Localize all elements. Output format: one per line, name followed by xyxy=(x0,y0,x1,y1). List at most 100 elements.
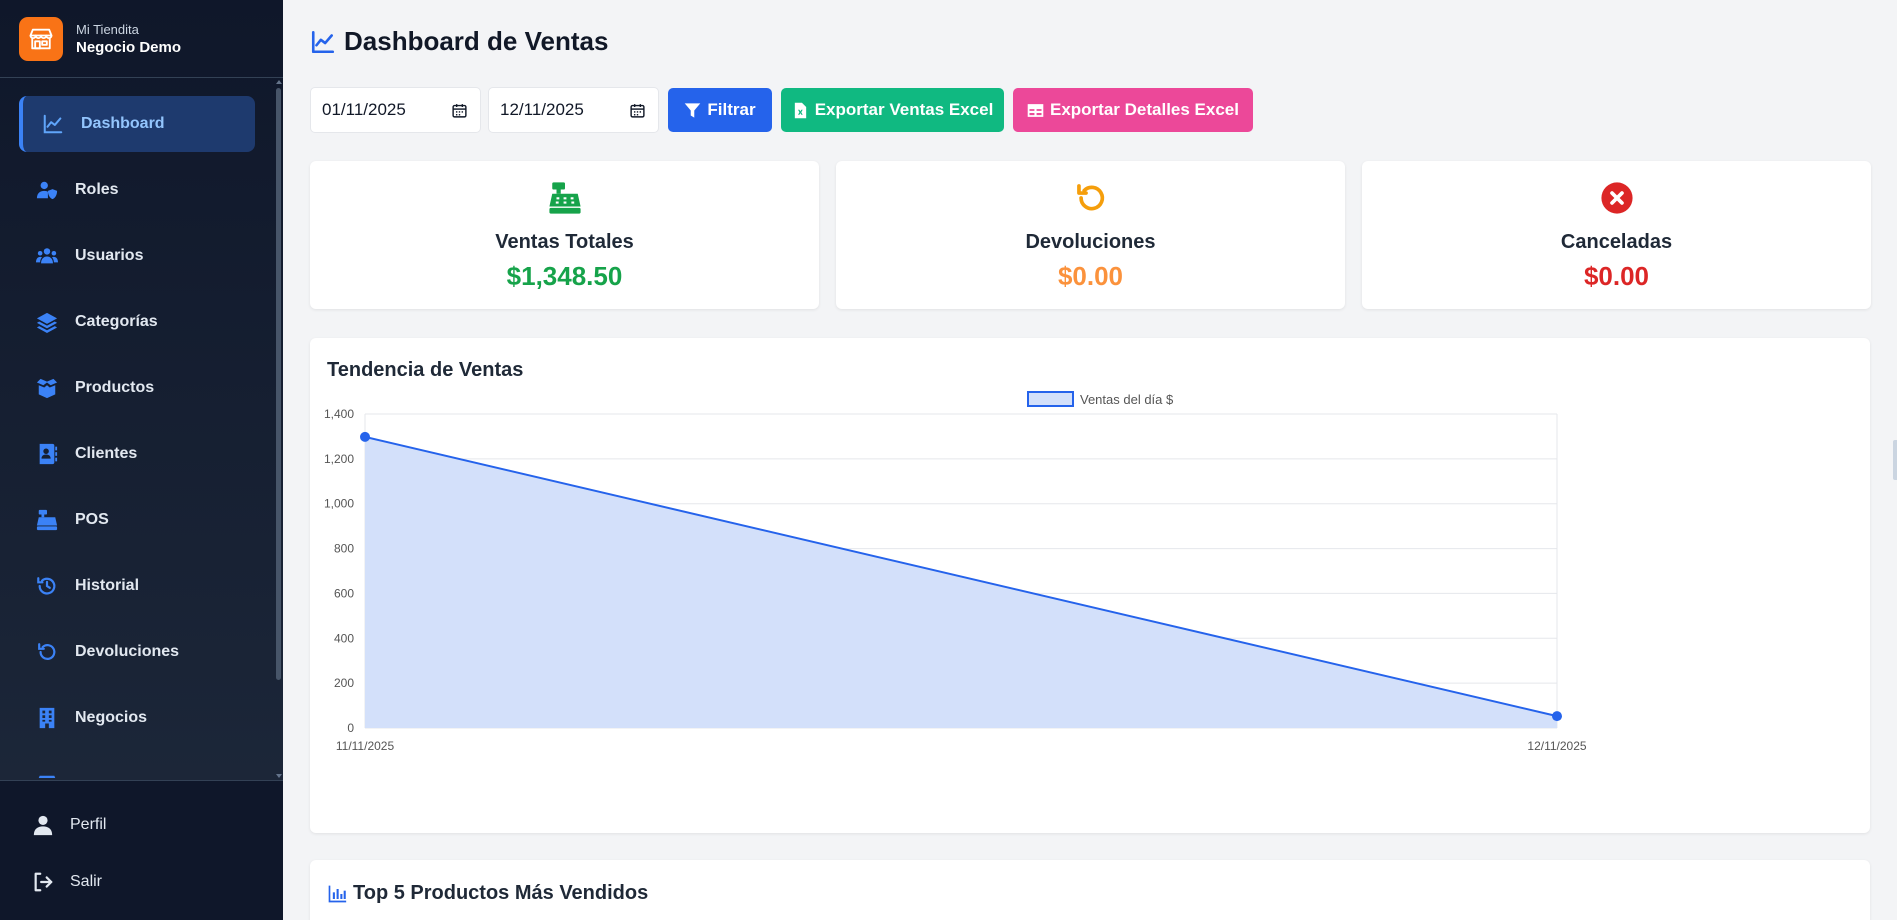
calendar-icon[interactable] xyxy=(451,102,468,119)
chart-line-icon xyxy=(41,112,65,136)
export-details-label: Exportar Detalles Excel xyxy=(1050,100,1239,119)
file-excel-icon xyxy=(794,102,806,118)
sidebar-item-roles[interactable]: Roles xyxy=(19,162,255,218)
undo-icon xyxy=(1076,184,1104,211)
users-icon xyxy=(35,244,59,268)
layers-icon xyxy=(35,310,59,334)
top-products-title: Top 5 Productos Más Vendidos xyxy=(327,882,648,905)
scroll-up-arrow[interactable] xyxy=(276,80,282,84)
store-icon xyxy=(35,772,59,778)
export-details-button[interactable]: Exportar Detalles Excel xyxy=(1013,88,1253,132)
sidebar: Mi Tiendita Negocio Demo Dashboard Roles… xyxy=(0,0,283,920)
sidebar-item-label: Categorías xyxy=(75,313,158,330)
user-icon xyxy=(33,815,53,836)
footer-item-salir[interactable]: Salir xyxy=(32,871,102,893)
data-point xyxy=(360,431,370,442)
scroll-thumb[interactable] xyxy=(276,88,281,680)
filter-icon xyxy=(685,102,701,118)
brand-name: Negocio Demo xyxy=(76,38,182,56)
data-point xyxy=(1552,711,1562,722)
stat-card-ventas-totales: Ventas Totales $1,348.50 xyxy=(310,161,819,309)
y-tick-label: 800 xyxy=(334,542,354,556)
top-products-title-text: Top 5 Productos Más Vendidos xyxy=(353,882,649,904)
sales-trend-card: Tendencia de Ventas 0 200 400 600 800 1,000 1,… xyxy=(310,338,1870,833)
building-icon xyxy=(35,706,59,730)
top-products-card: Top 5 Productos Más Vendidos xyxy=(310,860,1870,920)
export-sales-button[interactable]: Exportar Ventas Excel xyxy=(781,88,1004,132)
sidebar-item-historial[interactable]: Historial xyxy=(19,558,255,614)
x-circle-icon xyxy=(1600,182,1633,214)
y-tick-label: 1,000 xyxy=(324,497,354,511)
x-tick-label: 12/11/2025 xyxy=(1527,739,1586,753)
sidebar-item-clientes[interactable]: Clientes xyxy=(19,426,255,482)
date-to-value: 12/11/2025 xyxy=(500,100,584,119)
y-tick-label: 0 xyxy=(347,721,354,735)
stat-value: $1,348.50 xyxy=(506,261,623,291)
sidebar-item-label: Devoluciones xyxy=(75,643,180,660)
stat-label: Canceladas xyxy=(1560,231,1673,253)
date-from-input[interactable]: 01/11/2025 xyxy=(310,87,481,133)
sidebar-item-label: Clientes xyxy=(75,445,138,462)
chart-title: Tendencia de Ventas xyxy=(327,359,524,381)
page-title-text: Dashboard de Ventas xyxy=(344,26,609,56)
box-icon xyxy=(35,376,59,400)
legend-label: Ventas del día $ xyxy=(1080,392,1174,407)
date-to-input[interactable]: 12/11/2025 xyxy=(488,87,659,133)
y-tick-label: 200 xyxy=(334,676,354,690)
cash-register-icon xyxy=(548,182,581,214)
chart-line-icon xyxy=(311,30,335,53)
y-tick-label: 600 xyxy=(334,586,354,600)
sidebar-item-usuarios[interactable]: Usuarios xyxy=(19,228,255,284)
y-tick-label: 1,200 xyxy=(324,452,354,466)
stat-value: $0.00 xyxy=(1057,261,1124,291)
scroll-down-arrow[interactable] xyxy=(276,774,282,778)
sidebar-item-label: Roles xyxy=(75,181,119,198)
footer-item-perfil[interactable]: Perfil xyxy=(32,814,106,836)
sidebar-item-label: Productos xyxy=(75,379,155,396)
footer-item-label: Salir xyxy=(70,873,103,890)
store-icon xyxy=(19,16,63,61)
footer-item-label: Perfil xyxy=(70,816,107,833)
sidebar-scrollbar[interactable] xyxy=(275,80,283,778)
sidebar-item-negocios[interactable]: Negocios xyxy=(19,690,255,746)
page-title: Dashboard de Ventas xyxy=(310,26,608,57)
right-edge-handle[interactable] xyxy=(1893,440,1897,480)
address-book-icon xyxy=(35,442,59,466)
sidebar-nav: Dashboard Roles Usuarios Categorías Prod… xyxy=(0,80,275,778)
brand-subtitle: Mi Tiendita xyxy=(76,21,139,37)
calendar-icon[interactable] xyxy=(629,102,646,119)
sidebar-footer: Perfil Salir xyxy=(0,780,283,920)
undo-icon xyxy=(35,640,59,664)
stat-value: $0.00 xyxy=(1583,261,1650,291)
sidebar-item-dashboard[interactable]: Dashboard xyxy=(19,96,255,152)
stat-label: Ventas Totales xyxy=(495,231,634,253)
filter-button-label: Filtrar xyxy=(707,100,756,119)
sidebar-item-pos[interactable]: POS xyxy=(19,492,255,548)
user-shield-icon xyxy=(35,178,59,202)
legend-swatch xyxy=(1027,391,1074,407)
sidebar-item-label: Negocios xyxy=(75,709,148,726)
table-icon xyxy=(1027,103,1044,117)
main-content: Dashboard de Ventas 01/11/2025 12/11/202… xyxy=(283,0,1897,920)
history-icon xyxy=(35,574,59,598)
sidebar-item-label: Historial xyxy=(75,577,140,594)
filter-button[interactable]: Filtrar xyxy=(668,88,772,132)
stat-card-devoluciones: Devoluciones $0.00 xyxy=(836,161,1345,309)
sidebar-item-devoluciones[interactable]: Devoluciones xyxy=(19,624,255,680)
sales-trend-chart[interactable]: 0 200 400 600 800 1,000 1,200 1,400 11/11/2025 12… xyxy=(310,338,1870,833)
y-tick-label: 400 xyxy=(334,631,354,645)
date-from-value: 01/11/2025 xyxy=(322,100,406,119)
sidebar-item-label: Dashboard xyxy=(81,115,165,132)
x-tick-label: 11/11/2025 xyxy=(336,739,395,753)
stat-card-canceladas: Canceladas $0.00 xyxy=(1362,161,1871,309)
sidebar-item-categorias[interactable]: Categorías xyxy=(19,294,255,350)
cash-register-icon xyxy=(35,508,59,532)
y-tick-label: 1,400 xyxy=(324,407,354,421)
sidebar-item-label: POS xyxy=(75,511,109,528)
sidebar-item-productos[interactable]: Productos xyxy=(19,360,255,416)
sign-out-icon xyxy=(34,872,53,892)
series-area xyxy=(365,436,1557,728)
sidebar-item-partial[interactable] xyxy=(19,756,255,778)
bar-chart-icon xyxy=(328,885,347,902)
series-line xyxy=(364,435,1558,718)
